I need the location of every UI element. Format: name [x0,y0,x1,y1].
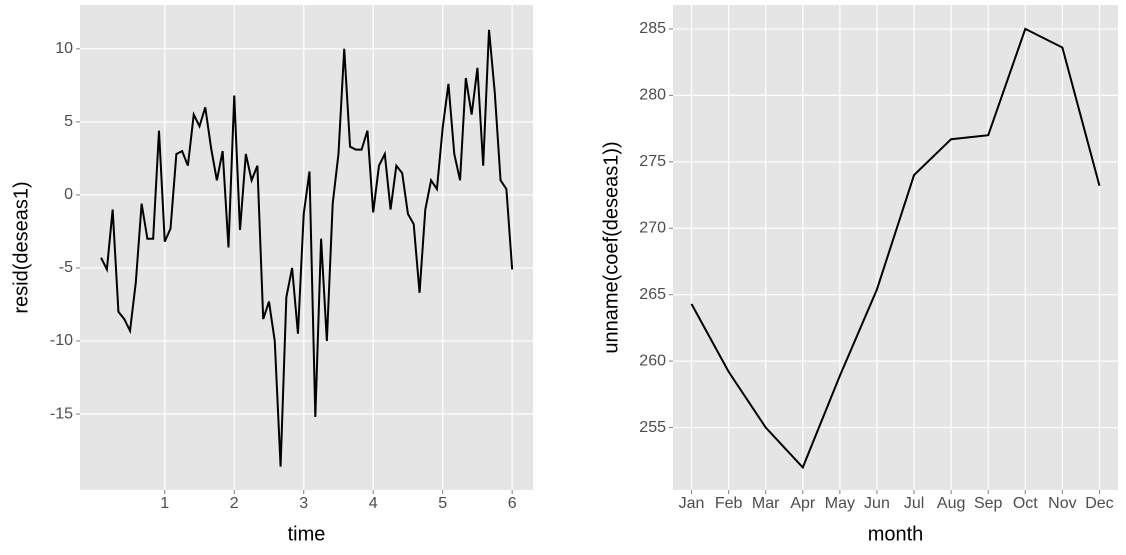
panel [80,5,533,490]
y-tick-label: -15 [50,405,73,422]
y-axis-title: resid(deseas1) [10,181,32,313]
x-tick-label: Aug [937,495,965,512]
y-tick-label: 265 [639,286,666,303]
x-tick-label: 3 [299,495,308,512]
x-axis-title: month [868,523,924,545]
x-tick-label: 5 [438,495,447,512]
y-tick-label: -5 [59,259,73,276]
x-tick-label: Sep [974,495,1003,512]
x-tick-label: Feb [715,495,743,512]
x-tick-label: Jan [679,495,705,512]
x-tick-label: Jun [864,495,890,512]
y-tick-label: 255 [639,419,666,436]
data-line [690,27,1101,470]
x-tick-label: 2 [230,495,239,512]
x-tick-label: Oct [1013,495,1038,512]
x-tick-label: 4 [369,495,378,512]
x-axis-title: time [288,523,326,545]
y-tick-label: 275 [639,153,666,170]
y-axis-title: unname(coef(deseas1)) [600,141,622,353]
x-tick-label: Nov [1048,495,1076,512]
y-tick-label: 0 [64,186,73,203]
y-tick-label: 270 [639,219,666,236]
panel [673,5,1118,490]
y-tick-label: 285 [639,20,666,37]
y-tick-label: 280 [639,87,666,104]
x-tick-label: Jul [904,495,924,512]
x-tick-label: May [825,495,855,512]
x-tick-label: Apr [790,495,816,512]
y-tick-label: 10 [55,40,73,57]
x-tick-label: Mar [752,495,780,512]
x-tick-label: 1 [160,495,169,512]
y-tick-label: 5 [64,113,73,130]
y-tick-label: 260 [639,352,666,369]
y-tick-label: -10 [50,332,73,349]
x-tick-label: 6 [508,495,517,512]
data-line [100,29,514,467]
x-tick-label: Dec [1085,495,1113,512]
